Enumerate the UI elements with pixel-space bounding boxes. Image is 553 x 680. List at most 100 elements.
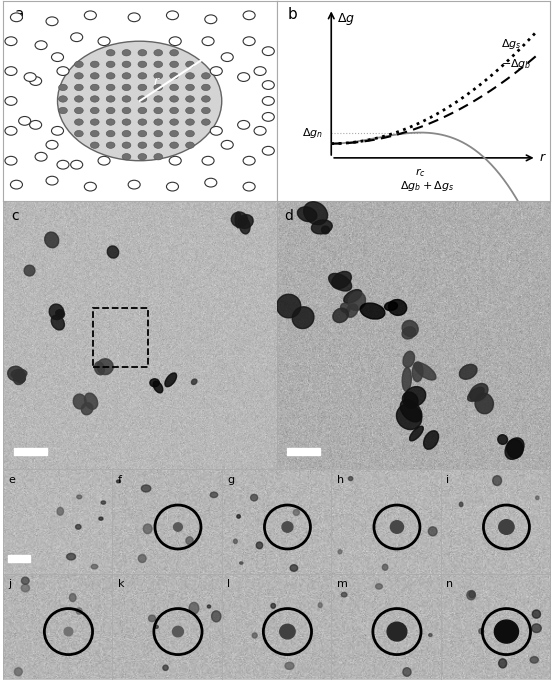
Circle shape bbox=[75, 61, 84, 67]
Circle shape bbox=[106, 107, 115, 114]
Circle shape bbox=[201, 107, 210, 114]
Ellipse shape bbox=[285, 662, 294, 669]
Ellipse shape bbox=[51, 316, 64, 330]
Circle shape bbox=[122, 50, 131, 56]
Text: $r_c$: $r_c$ bbox=[415, 166, 426, 179]
Text: g: g bbox=[227, 475, 234, 485]
Ellipse shape bbox=[375, 584, 382, 589]
Circle shape bbox=[90, 61, 99, 67]
Circle shape bbox=[122, 96, 131, 102]
Circle shape bbox=[494, 620, 519, 643]
Ellipse shape bbox=[348, 292, 366, 311]
Circle shape bbox=[35, 152, 47, 161]
Circle shape bbox=[98, 156, 110, 165]
Circle shape bbox=[5, 97, 17, 105]
Ellipse shape bbox=[424, 430, 439, 449]
Text: l: l bbox=[227, 579, 231, 590]
Ellipse shape bbox=[57, 507, 64, 515]
Circle shape bbox=[138, 119, 147, 125]
Ellipse shape bbox=[8, 367, 24, 381]
Circle shape bbox=[138, 154, 147, 160]
Circle shape bbox=[154, 154, 163, 160]
Text: $- \Delta g_b$: $- \Delta g_b$ bbox=[501, 57, 531, 71]
Ellipse shape bbox=[413, 362, 423, 381]
Circle shape bbox=[5, 37, 17, 46]
Bar bbox=[8, 556, 30, 562]
Ellipse shape bbox=[321, 226, 330, 234]
Ellipse shape bbox=[498, 435, 508, 444]
Circle shape bbox=[201, 73, 210, 79]
Ellipse shape bbox=[142, 485, 151, 492]
Ellipse shape bbox=[91, 564, 98, 569]
Circle shape bbox=[90, 73, 99, 79]
Ellipse shape bbox=[74, 394, 86, 409]
Bar bbox=[14, 448, 46, 455]
Ellipse shape bbox=[153, 381, 163, 393]
Circle shape bbox=[166, 11, 179, 20]
Circle shape bbox=[24, 73, 36, 82]
Circle shape bbox=[122, 107, 131, 114]
Circle shape bbox=[262, 47, 274, 56]
Ellipse shape bbox=[97, 359, 113, 375]
Circle shape bbox=[169, 156, 181, 165]
Circle shape bbox=[122, 142, 131, 148]
Ellipse shape bbox=[346, 304, 358, 318]
Ellipse shape bbox=[66, 554, 76, 560]
Text: $\Delta g_b + \Delta g_s$: $\Delta g_b + \Delta g_s$ bbox=[400, 180, 454, 193]
Ellipse shape bbox=[256, 542, 263, 549]
Circle shape bbox=[122, 84, 131, 90]
Circle shape bbox=[85, 11, 96, 20]
Circle shape bbox=[243, 11, 255, 20]
Ellipse shape bbox=[414, 362, 436, 380]
Circle shape bbox=[243, 182, 255, 191]
Ellipse shape bbox=[138, 554, 146, 562]
Ellipse shape bbox=[499, 659, 507, 668]
Circle shape bbox=[106, 96, 115, 102]
Circle shape bbox=[205, 15, 217, 24]
Circle shape bbox=[71, 33, 83, 41]
Ellipse shape bbox=[388, 299, 406, 316]
Ellipse shape bbox=[402, 327, 416, 339]
Circle shape bbox=[154, 96, 163, 102]
Ellipse shape bbox=[311, 220, 332, 234]
Circle shape bbox=[90, 119, 99, 125]
Circle shape bbox=[106, 119, 115, 125]
Ellipse shape bbox=[69, 594, 76, 602]
Circle shape bbox=[170, 61, 179, 67]
Circle shape bbox=[238, 120, 249, 129]
Circle shape bbox=[64, 628, 73, 636]
Circle shape bbox=[166, 182, 179, 191]
Circle shape bbox=[138, 84, 147, 90]
Ellipse shape bbox=[531, 624, 541, 632]
Circle shape bbox=[138, 50, 147, 56]
Ellipse shape bbox=[154, 626, 158, 628]
Circle shape bbox=[90, 96, 99, 102]
Circle shape bbox=[5, 67, 17, 75]
Ellipse shape bbox=[95, 362, 105, 375]
Circle shape bbox=[138, 73, 147, 79]
Circle shape bbox=[169, 37, 181, 46]
Ellipse shape bbox=[397, 404, 422, 430]
Ellipse shape bbox=[341, 303, 350, 313]
Circle shape bbox=[106, 50, 115, 56]
Ellipse shape bbox=[318, 602, 322, 607]
Circle shape bbox=[186, 142, 195, 148]
Circle shape bbox=[75, 107, 84, 114]
Circle shape bbox=[186, 84, 195, 90]
Circle shape bbox=[75, 119, 84, 125]
Ellipse shape bbox=[186, 537, 193, 545]
Circle shape bbox=[122, 131, 131, 137]
Circle shape bbox=[106, 84, 115, 90]
Circle shape bbox=[75, 131, 84, 137]
Circle shape bbox=[174, 523, 182, 531]
Text: d: d bbox=[285, 209, 294, 222]
Text: n: n bbox=[446, 579, 453, 590]
Circle shape bbox=[186, 73, 195, 79]
Ellipse shape bbox=[191, 379, 197, 384]
Circle shape bbox=[5, 126, 17, 135]
Circle shape bbox=[262, 81, 274, 89]
Ellipse shape bbox=[56, 309, 65, 318]
Ellipse shape bbox=[384, 302, 398, 311]
Ellipse shape bbox=[252, 633, 257, 638]
Ellipse shape bbox=[239, 562, 243, 564]
